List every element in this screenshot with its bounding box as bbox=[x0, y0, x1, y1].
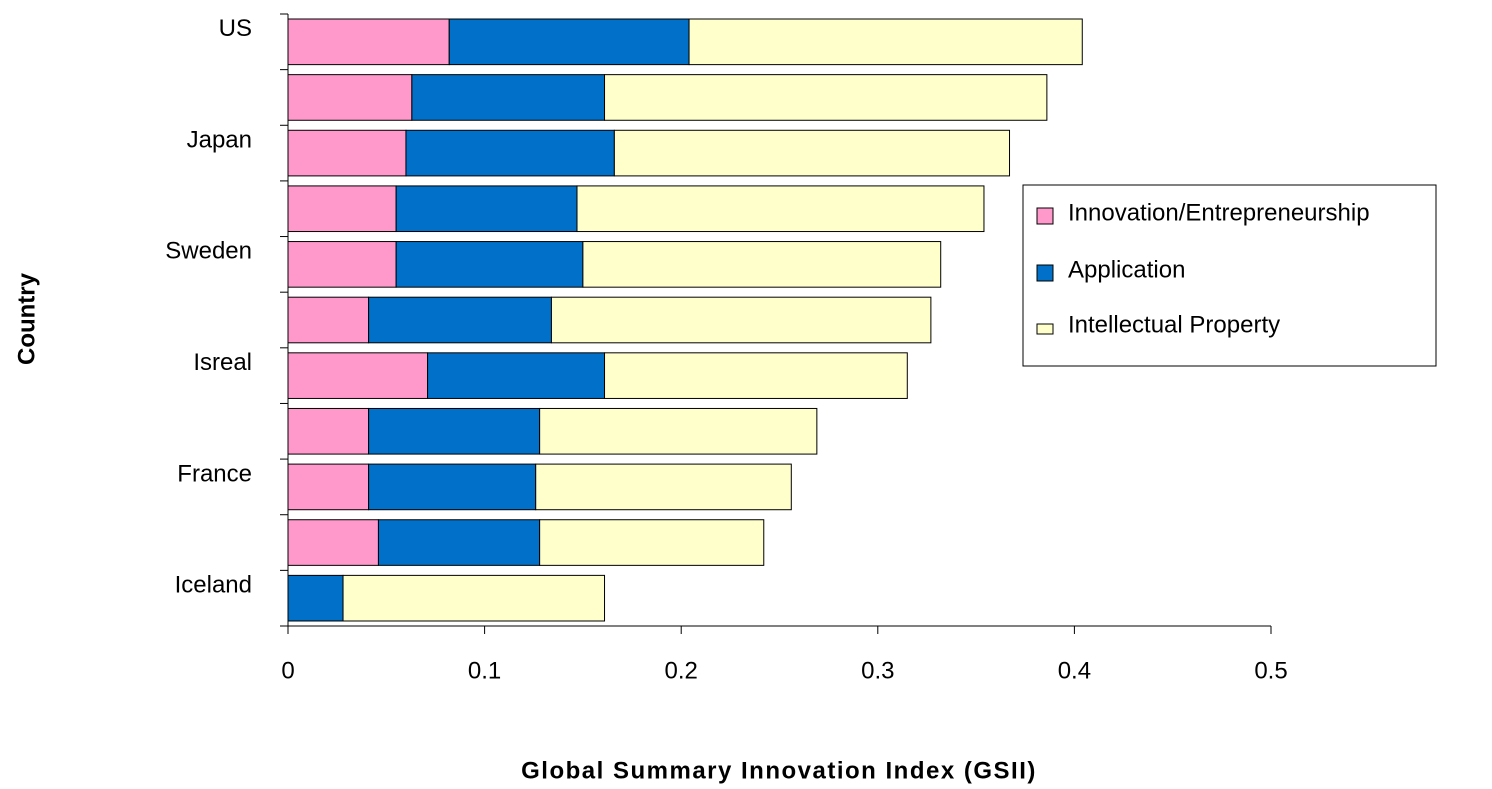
bar-segment bbox=[539, 407, 818, 455]
bar-segment bbox=[287, 296, 370, 344]
bar-segment bbox=[377, 519, 541, 566]
bar-segment bbox=[427, 352, 606, 399]
bar-segment bbox=[582, 241, 942, 288]
bar-segment bbox=[368, 463, 537, 511]
y-tick-label: Isreal bbox=[193, 349, 252, 376]
bar-segment bbox=[287, 241, 397, 288]
bar-segment bbox=[368, 407, 541, 455]
bar-segment bbox=[539, 519, 765, 566]
bar-segment bbox=[448, 18, 690, 66]
bar-segment bbox=[287, 519, 379, 566]
bar-segment bbox=[688, 18, 1083, 66]
legend-swatch bbox=[1036, 323, 1054, 335]
legend-label: Intellectual Property bbox=[1068, 311, 1280, 338]
bar-segment bbox=[395, 185, 578, 233]
y-tick-label: Sweden bbox=[165, 238, 252, 265]
bar-segment bbox=[368, 296, 552, 344]
bar-segment bbox=[287, 185, 397, 233]
bar-segment bbox=[613, 129, 1011, 177]
bar-segment bbox=[287, 129, 407, 177]
bar-segment bbox=[287, 352, 429, 399]
legend-swatch bbox=[1036, 207, 1054, 225]
legend-label: Application bbox=[1068, 256, 1185, 283]
legend-swatch bbox=[1036, 264, 1054, 282]
bar-segment bbox=[411, 74, 606, 121]
bar-segment bbox=[604, 74, 1048, 121]
x-tick-label: 0.4 bbox=[1058, 657, 1091, 684]
legend-box bbox=[1022, 184, 1437, 367]
bar-segment bbox=[287, 574, 344, 622]
x-tick-label: 0.3 bbox=[861, 657, 894, 684]
bar-segment bbox=[576, 185, 985, 233]
y-axis-title: Country bbox=[13, 272, 40, 365]
y-tick-label: Japan bbox=[187, 126, 252, 153]
bar-segment bbox=[550, 296, 932, 344]
bar-segment bbox=[342, 574, 606, 622]
bar-segment bbox=[405, 129, 615, 177]
x-tick-label: 0.5 bbox=[1254, 657, 1287, 684]
bar-segment bbox=[287, 74, 413, 121]
bar-segment bbox=[395, 241, 584, 288]
legend-label: Innovation/Entrepreneurship bbox=[1068, 199, 1370, 226]
bar-segment bbox=[287, 463, 370, 511]
x-tick-label: 0.1 bbox=[468, 657, 501, 684]
bar-segment bbox=[535, 463, 792, 511]
x-tick-label: 0 bbox=[281, 657, 294, 684]
x-tick-label: 0.2 bbox=[665, 657, 698, 684]
y-tick-label: Iceland bbox=[175, 572, 252, 599]
bar-segment bbox=[287, 407, 370, 455]
bar-segment bbox=[287, 18, 450, 66]
y-tick-label: France bbox=[177, 460, 252, 487]
x-axis-title: Global Summary Innovation Index (GSII) bbox=[521, 757, 1037, 784]
y-tick-label: US bbox=[219, 15, 252, 42]
bar-segment bbox=[604, 352, 908, 399]
